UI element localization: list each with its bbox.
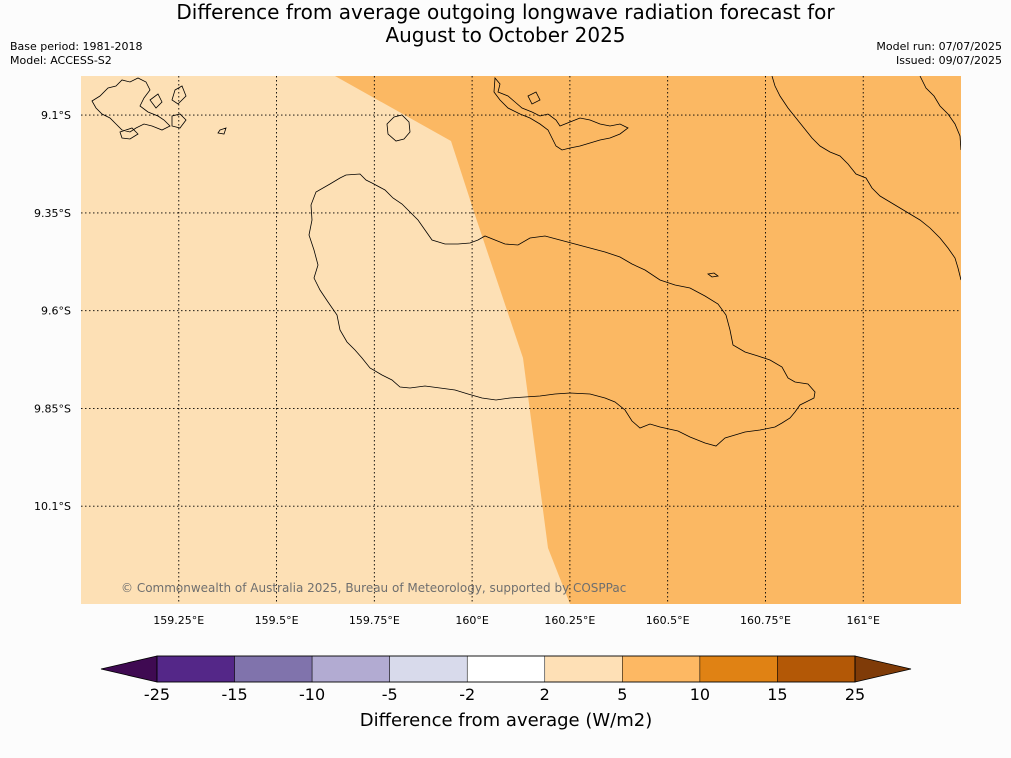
colorbar-segment: [466, 655, 546, 683]
colorbar-segment: [389, 655, 468, 683]
colorbar-tick-labels: -25 -15 -10 -5 -2 2 5 10 15 25: [144, 685, 865, 704]
issued-text: Issued: 09/07/2025: [895, 54, 1002, 67]
colorbar-tick-label: 5: [617, 685, 627, 704]
latitude-label: 10.1°S: [34, 500, 71, 513]
latitude-label: 9.1°S: [41, 109, 71, 122]
colorbar-tick-label: 25: [845, 685, 865, 704]
colorbar-frame: [156, 655, 856, 683]
base-period-text: Base period: 1981-2018: [10, 40, 143, 53]
colorbar-tick-label: 10: [690, 685, 710, 704]
colorbar-segment: [234, 655, 313, 683]
coastlines: [91, 76, 961, 447]
longitude-label: 159.5°E: [255, 614, 299, 627]
coastline-isles-north: [493, 76, 629, 151]
title-line-1: Difference from average outgoing longwav…: [176, 0, 835, 24]
latitude-label: 9.35°S: [34, 207, 71, 220]
colorbar-segment: [544, 655, 623, 683]
latitude-labels: 9.1°S 9.35°S 9.6°S 9.85°S 10.1°S: [34, 109, 71, 513]
colorbar-segment: [777, 655, 856, 683]
meta-left: Base period: 1981-2018 Model: ACCESS-S2: [10, 40, 142, 68]
title-line-2: August to October 2025: [385, 23, 626, 47]
longitude-label: 160.5°E: [646, 614, 690, 627]
longitude-label: 160.75°E: [740, 614, 791, 627]
colorbar-tick-label: -10: [299, 685, 325, 704]
colorbar-tick-label: 2: [540, 685, 550, 704]
colorbar-tick-label: -25: [144, 685, 170, 704]
model-text: Model: ACCESS-S2: [10, 54, 112, 67]
longitude-label: 160°E: [455, 614, 488, 627]
colorbar-tick-label: -2: [459, 685, 475, 704]
colorbar-over-triangle: [854, 655, 912, 683]
latitude-label: 9.85°S: [34, 402, 71, 415]
colorbar-tick-label: 15: [767, 685, 787, 704]
coastline-isles-northwest: [91, 77, 227, 140]
colorbar-segments: [156, 655, 856, 683]
colorbar-segment: [699, 655, 778, 683]
coastline-islet-west: [386, 114, 411, 142]
model-run-text: Model run: 07/07/2025: [876, 40, 1002, 53]
longitude-label: 161°E: [846, 614, 879, 627]
colorbar-segment: [311, 655, 390, 683]
colorbar: -25 -15 -10 -5 -2 2 5 10 15 25 Difference from av…: [100, 655, 912, 731]
longitude-label: 160.25°E: [544, 614, 595, 627]
longitude-labels: 159.25°E 159.5°E 159.75°E 160°E 160.25°E 160.…: [153, 614, 880, 627]
latitude-label: 9.6°S: [41, 305, 71, 318]
region-5-to-10: [335, 76, 961, 604]
coastline-islet-east: [707, 272, 719, 278]
copyright-text: © Commonwealth of Australia 2025, Bureau…: [121, 581, 626, 595]
colorbar-segment: [622, 655, 701, 683]
gridlines: [81, 76, 961, 604]
colorbar-tick-label: -5: [382, 685, 398, 704]
colorbar-label: Difference from average (W/m2): [360, 710, 652, 731]
coastline-east-island: [771, 76, 961, 281]
colorbar-under-triangle: [100, 655, 158, 683]
longitude-label: 159.75°E: [349, 614, 400, 627]
longitude-label: 159.25°E: [153, 614, 204, 627]
coastline-main-island: [308, 173, 816, 447]
meta-right: Model run: 07/07/2025 Issued: 09/07/2025: [876, 40, 1002, 68]
colorbar-tick-label: -15: [221, 685, 247, 704]
colorbar-segment: [156, 655, 235, 683]
map-panel: 9.1°S9.35°S9.6°S9.85°S10.1°S 159.25°E 159…: [34, 76, 961, 627]
